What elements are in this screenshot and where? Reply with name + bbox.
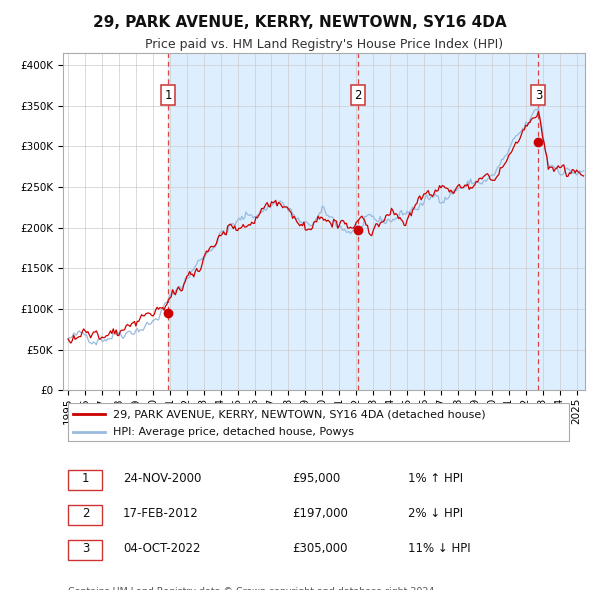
Text: 3: 3 bbox=[82, 542, 89, 555]
Text: 04-OCT-2022: 04-OCT-2022 bbox=[123, 542, 200, 555]
Bar bbox=[168, 53, 585, 390]
Text: 17-FEB-2012: 17-FEB-2012 bbox=[123, 507, 199, 520]
Text: 29, PARK AVENUE, KERRY, NEWTOWN, SY16 4DA (detached house): 29, PARK AVENUE, KERRY, NEWTOWN, SY16 4D… bbox=[113, 409, 485, 419]
Text: 1: 1 bbox=[82, 472, 89, 485]
Text: 24-NOV-2000: 24-NOV-2000 bbox=[123, 472, 202, 485]
Text: 29, PARK AVENUE, KERRY, NEWTOWN, SY16 4DA: 29, PARK AVENUE, KERRY, NEWTOWN, SY16 4D… bbox=[93, 15, 507, 30]
Text: £197,000: £197,000 bbox=[293, 507, 349, 520]
FancyBboxPatch shape bbox=[68, 403, 569, 441]
FancyBboxPatch shape bbox=[68, 470, 102, 490]
Text: 1% ↑ HPI: 1% ↑ HPI bbox=[407, 472, 463, 485]
Text: 11% ↓ HPI: 11% ↓ HPI bbox=[407, 542, 470, 555]
Text: 2: 2 bbox=[355, 88, 362, 101]
Text: Contains HM Land Registry data © Crown copyright and database right 2024.
This d: Contains HM Land Registry data © Crown c… bbox=[68, 587, 437, 590]
Text: HPI: Average price, detached house, Powys: HPI: Average price, detached house, Powy… bbox=[113, 427, 353, 437]
FancyBboxPatch shape bbox=[68, 540, 102, 560]
FancyBboxPatch shape bbox=[68, 504, 102, 525]
Text: 2% ↓ HPI: 2% ↓ HPI bbox=[407, 507, 463, 520]
Text: 3: 3 bbox=[535, 88, 542, 101]
Text: 1: 1 bbox=[164, 88, 172, 101]
Text: £95,000: £95,000 bbox=[293, 472, 341, 485]
Title: Price paid vs. HM Land Registry's House Price Index (HPI): Price paid vs. HM Land Registry's House … bbox=[145, 38, 503, 51]
Text: £305,000: £305,000 bbox=[293, 542, 348, 555]
Text: 2: 2 bbox=[82, 507, 89, 520]
